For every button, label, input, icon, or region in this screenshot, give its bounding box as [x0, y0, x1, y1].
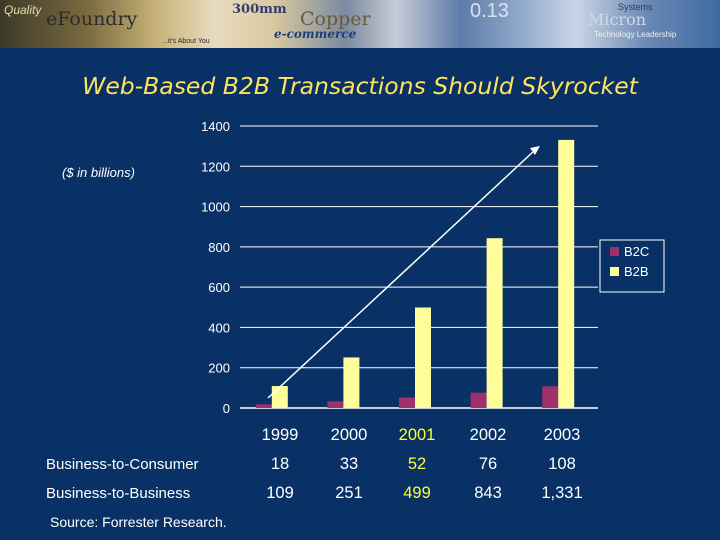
- banner-word-ecommerce: e-commerce: [274, 27, 357, 41]
- legend-label: B2B: [624, 264, 649, 279]
- legend-swatch: [610, 247, 619, 256]
- header-banner: Quality eFoundry 300mm Copper e-commerce…: [0, 0, 720, 48]
- table-cell: 109: [266, 484, 294, 502]
- table-year-header: 1999: [261, 426, 299, 444]
- table-cell: 1,331: [541, 484, 583, 502]
- table-cell: 251: [335, 484, 363, 502]
- legend-label: B2C: [624, 244, 649, 259]
- table-year-header: 2001: [398, 426, 436, 444]
- y-tick-label: 1000: [201, 200, 230, 215]
- table-cell: 499: [403, 484, 431, 502]
- bar-b2c-2001: [399, 397, 415, 408]
- banner-word-micron: Micron: [588, 10, 647, 29]
- bar-b2b-2000: [343, 357, 360, 408]
- bar-b2c-2000: [327, 401, 344, 408]
- slide-title: Web-Based B2B Transactions Should Skyroc…: [82, 72, 638, 100]
- table-year-header: 2000: [330, 426, 368, 444]
- bar-b2c-1999: [255, 404, 272, 408]
- trend-arrow-line: [267, 150, 535, 399]
- banner-word-technology: Technology Leadership: [594, 30, 677, 39]
- table-cell: 843: [474, 484, 502, 502]
- table-year-header: 2002: [469, 426, 507, 444]
- bar-b2b-2002: [486, 238, 503, 408]
- banner-word-copper: Copper: [300, 8, 371, 30]
- y-tick-label: 0: [223, 401, 230, 416]
- y-tick-label: 1400: [201, 119, 230, 134]
- table-row-label: Business-to-Business: [46, 485, 191, 502]
- banner-word-013: 0.13: [470, 0, 509, 22]
- banner-word-systems: Systems: [618, 2, 653, 12]
- y-tick-label: 800: [208, 240, 230, 255]
- bar-b2c-2002: [470, 392, 487, 408]
- bar-b2b-2003: [558, 139, 575, 409]
- table-year-header: 2003: [543, 426, 581, 444]
- table-cell: 18: [270, 455, 290, 473]
- banner-word-300mm: 300mm: [232, 2, 287, 17]
- y-tick-label: 600: [208, 280, 230, 295]
- y-tick-label: 1200: [201, 159, 230, 174]
- table-cell: 52: [407, 455, 427, 473]
- banner-word-efoundry: eFoundry: [46, 8, 138, 30]
- table-cell: 108: [548, 455, 576, 473]
- source-note: Source: Forrester Research.: [50, 514, 227, 530]
- table-cell: 33: [339, 455, 359, 473]
- y-tick-label: 200: [208, 361, 230, 376]
- bar-b2b-1999: [271, 386, 288, 408]
- y-tick-label: 400: [208, 320, 230, 335]
- trend-arrow-head: [530, 146, 540, 155]
- bar-b2c-2003: [542, 386, 559, 408]
- banner-word-quality: Quality: [4, 3, 42, 17]
- banner-tagline: ...it's About You: [162, 38, 210, 45]
- table-cell: 76: [478, 455, 498, 473]
- table-row-label: Business-to-Consumer: [46, 456, 199, 473]
- unit-label: ($ in billions): [62, 165, 135, 180]
- legend-swatch: [610, 267, 619, 276]
- bar-b2b-2001: [415, 307, 431, 408]
